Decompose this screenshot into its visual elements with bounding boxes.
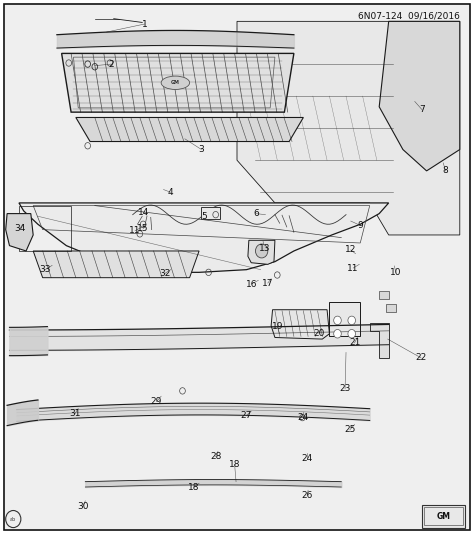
Text: 7: 7 — [419, 105, 425, 114]
Bar — [201, 207, 220, 219]
Bar — [424, 507, 463, 525]
Polygon shape — [6, 214, 33, 251]
Text: 14: 14 — [137, 208, 149, 217]
Polygon shape — [237, 21, 460, 235]
Text: 17: 17 — [262, 279, 273, 287]
Text: 11: 11 — [129, 226, 141, 235]
Text: 18: 18 — [188, 483, 199, 491]
Text: GM: GM — [436, 512, 450, 521]
Circle shape — [255, 244, 268, 258]
Text: 24: 24 — [298, 413, 309, 422]
Text: 34: 34 — [14, 224, 26, 233]
Text: 28: 28 — [210, 452, 221, 461]
Text: 25: 25 — [344, 426, 356, 434]
Text: 16: 16 — [246, 280, 257, 288]
Text: 5: 5 — [201, 212, 207, 221]
Text: 21: 21 — [349, 339, 360, 347]
Text: GM: GM — [171, 80, 180, 85]
Text: 9: 9 — [357, 221, 363, 230]
Text: 10: 10 — [390, 268, 401, 277]
Text: 24: 24 — [301, 454, 313, 462]
Text: 2: 2 — [109, 60, 114, 68]
Ellipse shape — [161, 76, 190, 90]
Polygon shape — [33, 251, 199, 278]
Circle shape — [334, 329, 341, 338]
Text: 15: 15 — [137, 224, 149, 233]
Text: 19: 19 — [272, 323, 283, 331]
Text: 13: 13 — [259, 244, 270, 253]
Bar — [379, 291, 389, 299]
Circle shape — [348, 316, 356, 325]
Text: 23: 23 — [339, 384, 351, 393]
Polygon shape — [62, 53, 294, 112]
Text: 33: 33 — [39, 265, 51, 274]
Text: 22: 22 — [415, 354, 427, 362]
Text: 11: 11 — [347, 264, 359, 272]
Text: 32: 32 — [159, 269, 171, 278]
Bar — [329, 302, 360, 336]
Text: ab: ab — [10, 516, 16, 522]
Bar — [422, 505, 465, 528]
Polygon shape — [271, 310, 329, 339]
Text: 6N07-124  09/16/2016: 6N07-124 09/16/2016 — [358, 12, 460, 21]
Polygon shape — [19, 203, 389, 272]
Text: 26: 26 — [301, 491, 313, 500]
Polygon shape — [76, 117, 303, 142]
Text: 20: 20 — [313, 329, 325, 338]
Text: 3: 3 — [199, 145, 204, 154]
Polygon shape — [248, 240, 275, 264]
Polygon shape — [370, 323, 389, 358]
Text: 8: 8 — [443, 167, 448, 175]
Circle shape — [334, 316, 341, 325]
Text: 6: 6 — [253, 209, 259, 218]
Text: 30: 30 — [77, 502, 89, 511]
Text: 4: 4 — [168, 188, 173, 197]
Text: 18: 18 — [229, 460, 240, 469]
Text: 27: 27 — [241, 411, 252, 420]
Polygon shape — [379, 21, 460, 171]
Text: 12: 12 — [345, 246, 356, 254]
Circle shape — [348, 329, 356, 338]
Text: 1: 1 — [142, 20, 147, 28]
Bar — [386, 304, 396, 312]
Text: 29: 29 — [151, 397, 162, 406]
Text: 31: 31 — [69, 410, 81, 418]
